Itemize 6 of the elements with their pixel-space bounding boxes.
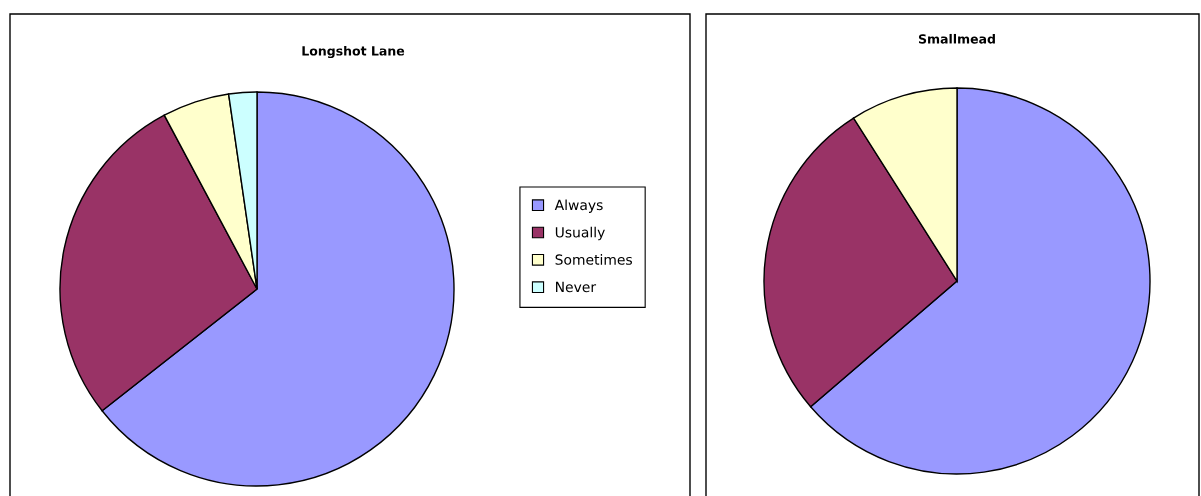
legend-label: Usually (555, 226, 605, 241)
chart-title: Smallmead (918, 33, 995, 44)
legend-label: Sometimes (555, 254, 632, 265)
legend-label: Always (554, 199, 603, 213)
chart-title: Longshot Lane (302, 45, 405, 59)
legend-label: Never (556, 281, 597, 293)
